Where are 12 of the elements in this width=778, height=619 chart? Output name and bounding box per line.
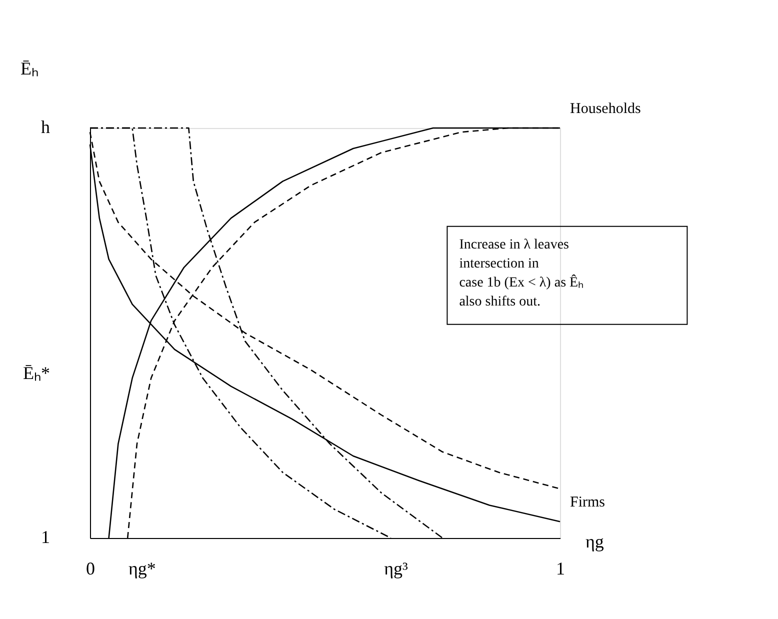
x-tick-label: 0 (86, 558, 95, 578)
x-tick-label: ηg* (128, 558, 156, 578)
text: h (41, 117, 50, 137)
x-tick-label: ηg³ (384, 558, 409, 578)
x-axis-title: ηg (586, 532, 604, 552)
series-label: Firms (570, 494, 606, 511)
text: Ēₕ* (23, 363, 50, 383)
y-axis-title: Ēₕ (20, 58, 38, 78)
text: 1 (41, 527, 50, 547)
x-tick-label: 1 (556, 558, 565, 578)
series-label: Households (570, 101, 641, 117)
annotation: Increase in λ leaves intersection in case 1b (Ex < λ) as Êₕ also shifts out. (459, 237, 584, 310)
